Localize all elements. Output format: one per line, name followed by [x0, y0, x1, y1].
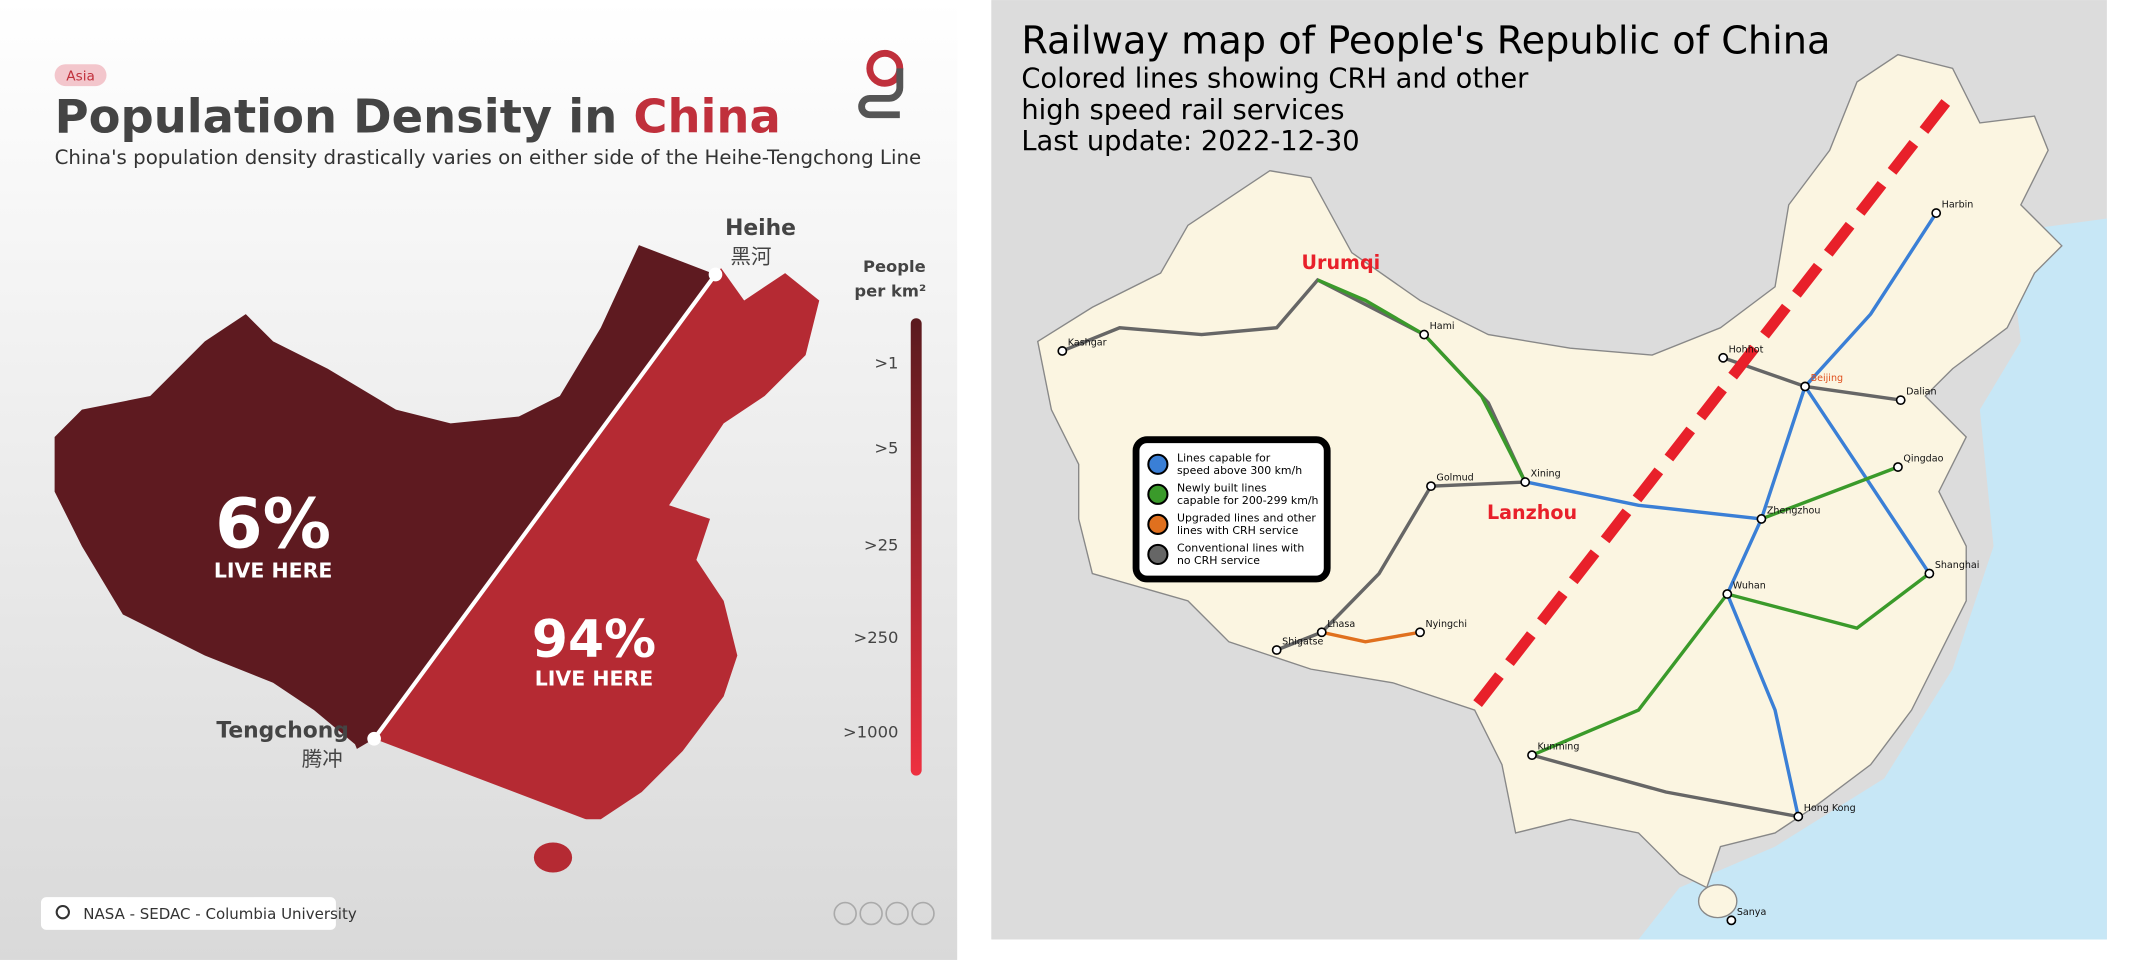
title: Population Density in China [55, 89, 781, 143]
city-dot [1527, 750, 1537, 761]
legend-text: speed above 300 km/h [1177, 464, 1302, 477]
city-label: Lhasa [1327, 619, 1355, 630]
legend-text: Lines capable for [1177, 452, 1271, 465]
heihe-chinese: 黑河 [731, 245, 772, 269]
legend-levels: >1 >5 >25 >250 >1000 [843, 354, 898, 742]
city-label: Shanghai [1935, 560, 1980, 571]
city-label: Qingdao [1903, 454, 1943, 465]
rail-subtitle: high speed rail services [1021, 95, 1344, 126]
rail-title: Railway map of People's Republic of Chin… [1021, 19, 1830, 63]
rail-subtitle: Colored lines showing CRH and other [1021, 63, 1529, 94]
city-label: Hohhot [1729, 344, 1764, 355]
rail-subtitle: Last update: 2022-12-30 [1021, 126, 1359, 157]
city-dot [1726, 915, 1737, 926]
city-label: Hami [1430, 321, 1455, 332]
legend-text: no CRH service [1177, 554, 1260, 567]
legend-level: >1 [874, 354, 898, 373]
city-dot [1718, 352, 1729, 363]
heihe-tengchong-dashed [1470, 99, 1951, 711]
city-dot [1800, 381, 1811, 392]
heihe-dot [708, 267, 723, 282]
title-part: China [633, 89, 780, 143]
city-dot [1931, 208, 1942, 218]
legend-level: >250 [853, 628, 898, 647]
city-dot [1893, 462, 1903, 472]
highlight-city: Lanzhou [1487, 501, 1577, 524]
city-label: Nyingchi [1426, 619, 1468, 630]
city-label: Sanya [1737, 907, 1766, 918]
tag: Asia [66, 69, 95, 85]
city-dot [1057, 346, 1068, 356]
city-label: Kunming [1537, 742, 1579, 753]
license-icons [833, 901, 935, 926]
city-dot [1271, 645, 1282, 655]
legend-level: >5 [874, 438, 898, 457]
east-share: 94% [532, 610, 656, 670]
heihe-label: Heihe [725, 216, 796, 241]
city-dot [1426, 481, 1436, 492]
legend-level: >1000 [843, 722, 898, 741]
city-dot [1756, 513, 1767, 524]
legend-level: >25 [864, 535, 899, 554]
tengchong-dot [367, 731, 381, 746]
title-part: Population Density in [55, 89, 634, 143]
legend-text: Conventional lines with [1177, 542, 1304, 555]
legend-text: capable for 200-299 km/h [1177, 494, 1318, 507]
legend-swatch [1147, 483, 1169, 505]
legend-text: Upgraded lines and other [1177, 512, 1316, 525]
tengchong-label: Tengchong [216, 718, 349, 743]
city-dot [1415, 627, 1425, 638]
city-label: Hong Kong [1804, 803, 1856, 814]
legend-bar [910, 318, 922, 776]
city-label: Xining [1531, 469, 1561, 480]
legend-title: per km² [854, 281, 926, 300]
city-dot [1895, 395, 1906, 406]
legend-swatch [1147, 513, 1169, 535]
legend-title: People [863, 257, 926, 276]
city-label: Wuhan [1733, 581, 1766, 592]
logo [858, 49, 904, 119]
city-label: Zhengzhou [1767, 505, 1821, 516]
city-label: Kashgar [1068, 338, 1107, 349]
city-dot [1722, 589, 1733, 599]
west-caption: LIVE HERE [214, 559, 332, 583]
legend-text: lines with CRH service [1177, 524, 1299, 537]
west-share: 6% [215, 486, 331, 565]
city-dot [1793, 811, 1804, 822]
city-labels: Kashgar Hami Lhasa Shigatse Nyingchi Golmud Xi… [1057, 200, 1980, 926]
city-label: Beijing [1811, 373, 1844, 384]
rail-map-china [1036, 53, 2063, 889]
legend-swatch [1147, 453, 1169, 475]
city-label: Harbin [1942, 200, 1974, 211]
legend-text: Newly built lines [1177, 482, 1267, 495]
heihe-tengchong-line [372, 273, 718, 740]
city-dot [1419, 329, 1430, 340]
source-box [40, 897, 336, 930]
hainan [533, 842, 573, 873]
china-density-map [54, 232, 820, 873]
city-label: Dalian [1906, 387, 1936, 398]
city-dot [1924, 568, 1935, 579]
city-label: Shigatse [1282, 637, 1323, 648]
tag-pill [54, 64, 107, 87]
source: NASA - SEDAC - Columbia University [83, 905, 357, 923]
subtitle: China's population density drastically v… [55, 146, 922, 169]
tengchong-chinese: 腾冲 [302, 747, 343, 771]
rail-map-hainan [1697, 884, 1738, 919]
sea [1638, 218, 2107, 940]
city-dot [1316, 627, 1327, 638]
legend-swatch [1147, 543, 1169, 565]
highlight-city: Urumqi [1302, 251, 1381, 274]
east-caption: LIVE HERE [535, 666, 653, 690]
city-label: Golmud [1436, 473, 1473, 484]
city-dot [1520, 477, 1531, 487]
search-icon [55, 904, 70, 920]
rail-legend-box [1132, 436, 1331, 583]
